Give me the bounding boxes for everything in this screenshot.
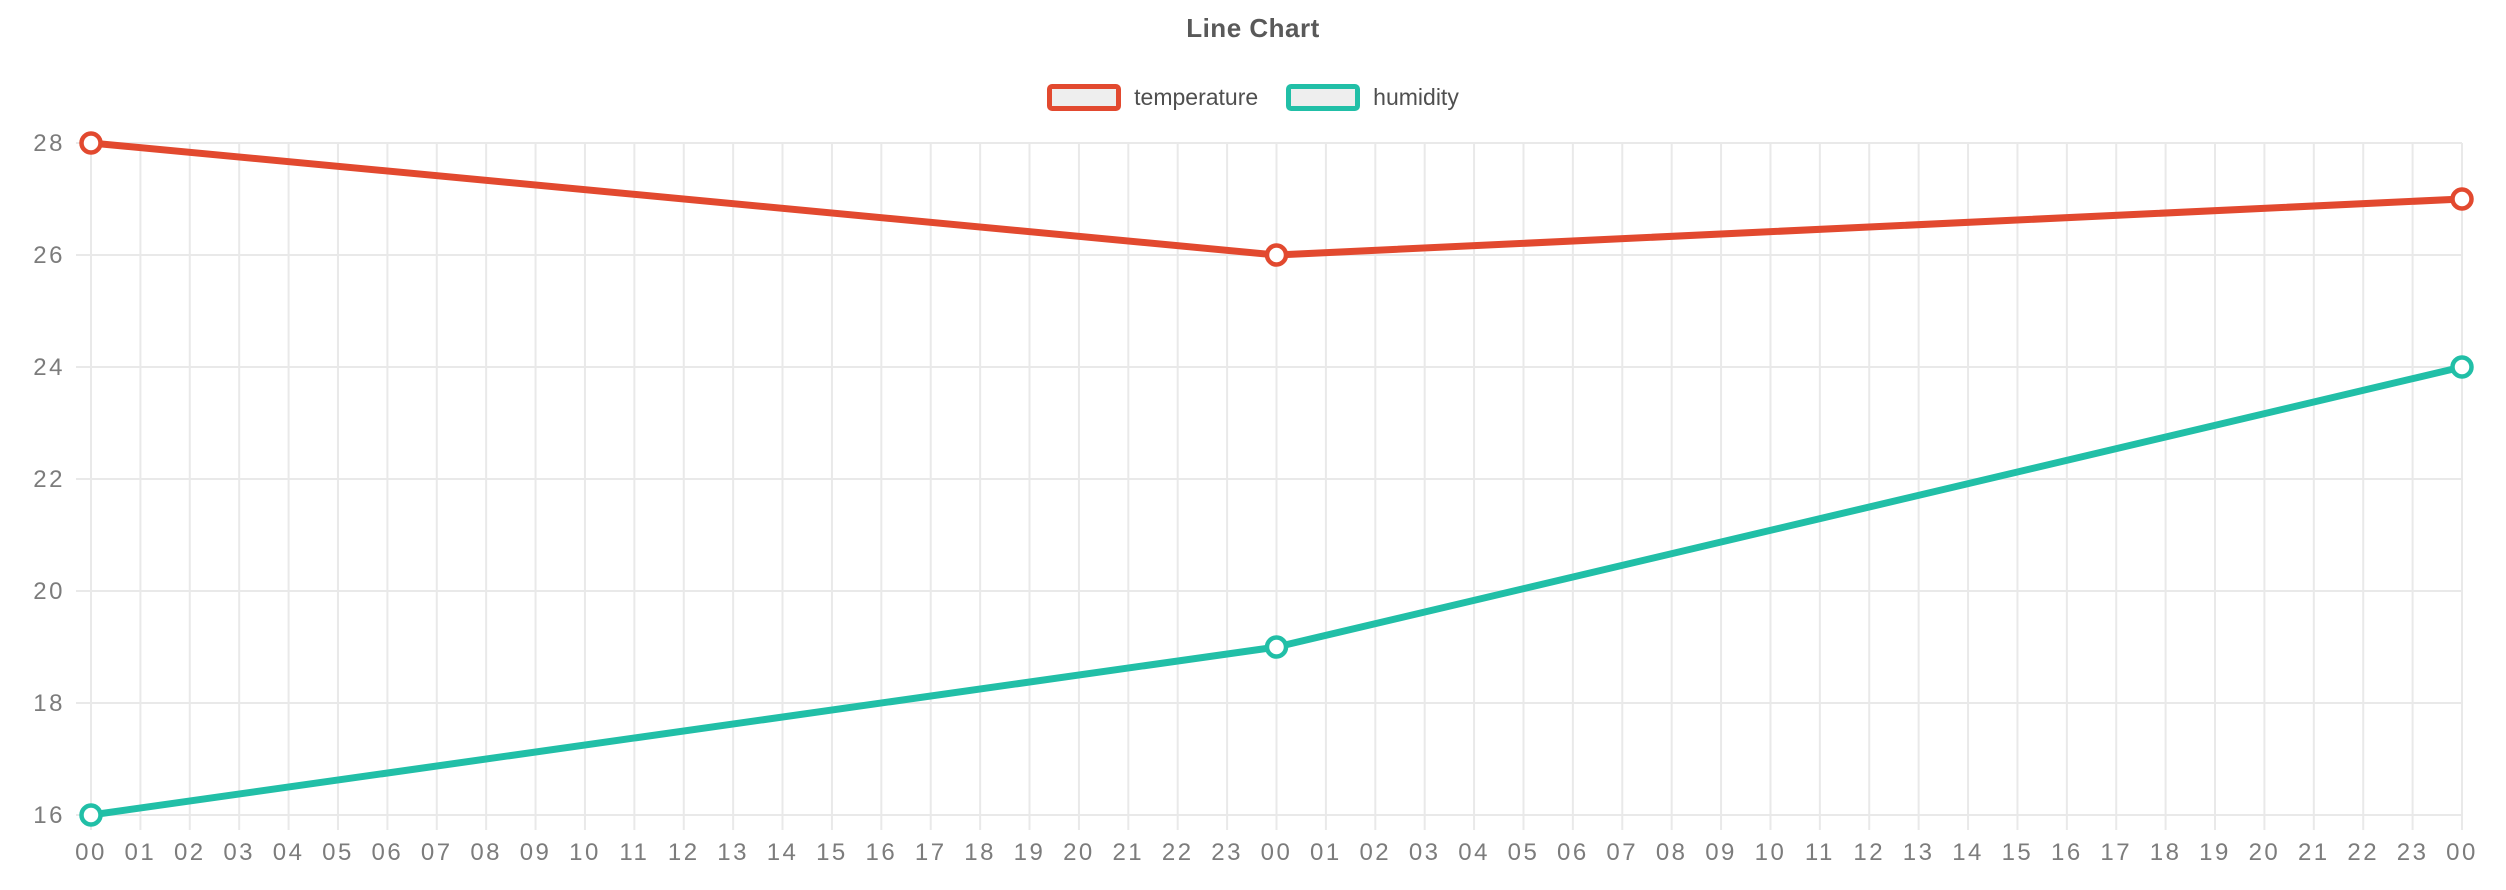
x-tick-label: 14 <box>1952 839 1984 866</box>
x-tick-label: 03 <box>1409 839 1441 866</box>
y-tick-label: 26 <box>33 242 65 269</box>
x-axis-labels: 00 01 02 03 04 05 06 07 08 09 10 11 12 13 14 15 16 17 18 19… <box>75 839 2478 866</box>
x-tick-label: 00 <box>2446 839 2478 866</box>
x-tick-label: 10 <box>1755 839 1787 866</box>
x-tick-label: 22 <box>2347 839 2379 866</box>
x-tick-label: 10 <box>569 839 601 866</box>
y-tick-label: 24 <box>33 354 65 381</box>
x-tick-label: 00 <box>75 839 107 866</box>
grid <box>76 142 2463 830</box>
x-tick-label: 13 <box>717 839 749 866</box>
x-tick-label: 01 <box>125 839 157 866</box>
x-tick-label: 07 <box>1606 839 1638 866</box>
x-tick-label: 14 <box>767 839 799 866</box>
x-tick-label: 13 <box>1903 839 1935 866</box>
x-tick-label: 16 <box>2051 839 2083 866</box>
x-tick-label: 06 <box>1557 839 1589 866</box>
x-tick-label: 18 <box>964 839 996 866</box>
x-tick-label: 11 <box>1805 839 1835 866</box>
x-tick-label: 08 <box>470 839 502 866</box>
x-tick-label: 19 <box>1014 839 1046 866</box>
x-tick-label: 12 <box>668 839 700 866</box>
series-humidity-point <box>79 803 103 827</box>
x-tick-label: 21 <box>1112 839 1144 866</box>
x-tick-label: 17 <box>915 839 947 866</box>
legend-item-temperature[interactable]: temperature <box>1047 84 1258 111</box>
series-temperature-point <box>2450 187 2474 211</box>
x-tick-label: 20 <box>1063 839 1095 866</box>
x-tick-label: 21 <box>2298 839 2330 866</box>
x-tick-label: 18 <box>2150 839 2182 866</box>
x-tick-label: 06 <box>372 839 404 866</box>
x-tick-label: 04 <box>273 839 305 866</box>
series-temperature <box>79 131 2474 267</box>
x-tick-label: 07 <box>421 839 453 866</box>
x-tick-label: 23 <box>1211 839 1243 866</box>
series-temperature-point <box>1264 243 1289 267</box>
x-tick-label: 00 <box>1261 839 1293 866</box>
x-tick-label: 03 <box>223 839 255 866</box>
x-tick-label: 15 <box>816 839 848 866</box>
x-tick-label: 02 <box>1359 839 1391 866</box>
x-tick-label: 20 <box>2249 839 2281 866</box>
x-tick-label: 11 <box>619 839 649 866</box>
x-tick-label: 05 <box>1508 839 1540 866</box>
y-tick-label: 20 <box>33 578 65 605</box>
y-tick-label: 18 <box>33 690 65 717</box>
x-tick-label: 23 <box>2397 839 2429 866</box>
x-tick-label: 22 <box>1162 839 1194 866</box>
legend-marker-temperature-swatch <box>1047 84 1122 111</box>
y-axis-labels: 16 18 20 22 24 26 28 <box>33 130 65 829</box>
chart-legend: temperature humidity <box>0 84 2506 111</box>
legend-marker-humidity-swatch <box>1286 84 1361 111</box>
x-tick-label: 01 <box>1310 839 1342 866</box>
x-tick-label: 12 <box>1853 839 1885 866</box>
legend-label-temperature: temperature <box>1134 84 1259 110</box>
y-tick-label: 22 <box>33 466 65 493</box>
series-humidity-point <box>1264 635 1289 659</box>
series-humidity-point <box>2450 355 2474 379</box>
series-temperature-point <box>79 131 103 155</box>
x-tick-label: 09 <box>520 839 552 866</box>
legend-label-humidity: humidity <box>1373 84 1459 110</box>
y-tick-label: 28 <box>33 130 65 157</box>
x-tick-label: 15 <box>2002 839 2034 866</box>
x-tick-label: 17 <box>2100 839 2132 866</box>
x-tick-label: 02 <box>174 839 206 866</box>
y-tick-label: 16 <box>33 802 65 829</box>
x-tick-label: 16 <box>865 839 897 866</box>
x-tick-label: 19 <box>2199 839 2231 866</box>
chart-title: Line Chart <box>1186 13 1320 43</box>
x-tick-label: 04 <box>1458 839 1490 866</box>
x-tick-label: 09 <box>1705 839 1737 866</box>
series-humidity <box>79 355 2474 827</box>
x-tick-label: 08 <box>1656 839 1688 866</box>
x-tick-label: 05 <box>322 839 354 866</box>
legend-item-humidity[interactable]: humidity <box>1286 84 1459 111</box>
